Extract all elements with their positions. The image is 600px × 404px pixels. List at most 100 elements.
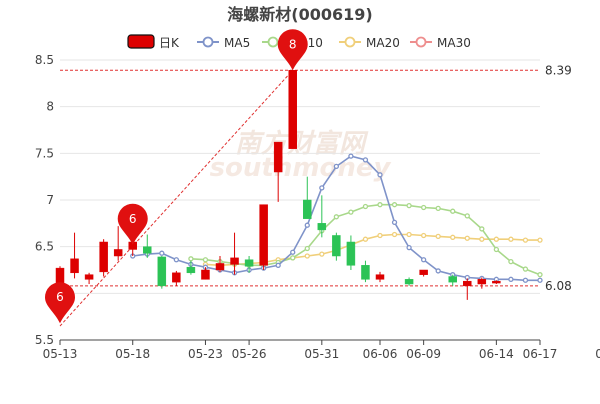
ma5-point xyxy=(304,222,310,228)
mid-marker-pin xyxy=(117,203,148,245)
y-tick-label: 8.5 xyxy=(35,53,54,67)
legend-label: MA20 xyxy=(366,36,400,50)
ma5-point xyxy=(159,250,165,256)
ma10-point xyxy=(188,256,194,262)
x-tick-label: 05-23 xyxy=(188,347,223,361)
candle-body xyxy=(201,269,210,280)
candle-body xyxy=(288,70,297,149)
ma20-point xyxy=(319,251,325,257)
x-tick-label: 05-18 xyxy=(115,347,150,361)
candle-body xyxy=(143,246,152,254)
ma5-point xyxy=(435,268,441,274)
candle-body xyxy=(346,241,356,266)
candle-body xyxy=(244,259,254,267)
ma5-point xyxy=(275,262,281,268)
x-tick-label: 06-17 xyxy=(523,347,558,361)
candle-body xyxy=(259,204,268,266)
candle-body xyxy=(448,276,457,283)
ma20-point xyxy=(391,231,398,238)
ma10-point xyxy=(522,266,529,272)
ma5-point xyxy=(508,276,514,282)
legend-marker-icon xyxy=(344,36,356,48)
ma20-point xyxy=(464,235,470,241)
y-tick-label: 8 xyxy=(46,100,54,114)
watermark-logo-sub: southmoney xyxy=(210,153,392,183)
ma10-point xyxy=(420,204,427,211)
ma10-point xyxy=(304,245,310,252)
ma10-point xyxy=(362,203,369,210)
candle-body xyxy=(404,279,414,285)
ma5-point xyxy=(362,157,369,163)
legend-label: 日K xyxy=(159,36,180,50)
ma10-point xyxy=(508,258,514,265)
candle-body xyxy=(172,272,181,283)
ma10-point xyxy=(333,214,340,220)
ma20-point xyxy=(479,236,485,242)
candle-body xyxy=(215,263,225,271)
ma5-point xyxy=(522,277,529,283)
mid-marker-label: 6 xyxy=(129,212,137,226)
candle-body xyxy=(157,256,167,287)
ma5-point xyxy=(377,172,383,178)
x-tick-label: 05-13 xyxy=(43,347,78,361)
candle-body xyxy=(317,223,327,231)
ma5-point xyxy=(333,163,340,170)
min-marker-label: 6 xyxy=(56,290,64,304)
ma10-point xyxy=(406,202,412,209)
trend-guide-line xyxy=(59,69,294,327)
x-tick-label: 06-22 xyxy=(595,347,600,361)
candle-body xyxy=(332,235,341,257)
candle-body xyxy=(303,199,312,219)
ma20-point xyxy=(304,253,310,259)
reference-line-label: 6.08 xyxy=(545,279,572,293)
x-tick-label: 06-09 xyxy=(406,347,441,361)
legend-marker-icon xyxy=(202,36,214,48)
y-tick-label: 6.5 xyxy=(35,240,54,254)
ma10-point xyxy=(493,246,500,253)
ma10-point xyxy=(537,272,543,278)
ma5-point xyxy=(319,185,325,191)
ma20-point xyxy=(537,237,543,243)
ma20-point xyxy=(522,237,529,243)
candle-body xyxy=(492,280,501,284)
ma10-point xyxy=(348,209,354,215)
legend-label: MA30 xyxy=(437,36,471,50)
candle-body xyxy=(230,257,239,265)
ma20-point xyxy=(362,236,369,242)
ma5-point xyxy=(420,257,427,263)
ma10-point xyxy=(290,255,296,261)
ma10-point xyxy=(435,205,441,212)
chart-title: 海螺新材(000619) xyxy=(227,5,372,24)
x-tick-label: 05-31 xyxy=(304,347,339,361)
y-tick-label: 7.5 xyxy=(35,146,54,160)
ma5-point xyxy=(537,277,543,283)
x-tick-label: 06-06 xyxy=(363,347,398,361)
candle-body xyxy=(375,274,385,280)
candle-body xyxy=(84,274,94,280)
ma10-point xyxy=(464,213,470,219)
ma20-point xyxy=(508,236,514,242)
candle-body xyxy=(99,241,108,273)
legend-label: MA5 xyxy=(224,36,250,50)
min-marker-pin xyxy=(45,282,75,324)
x-tick-label: 05-26 xyxy=(232,347,267,361)
candle-body xyxy=(419,269,428,275)
candle-body xyxy=(477,279,487,285)
ma10-point xyxy=(450,208,456,214)
candle-body xyxy=(273,141,283,173)
candle-body xyxy=(361,265,370,280)
candle-body xyxy=(113,249,123,257)
y-tick-label: 7 xyxy=(46,193,54,207)
ma20-point xyxy=(406,231,412,238)
ma10-point xyxy=(377,202,383,208)
ma5-point xyxy=(173,257,180,263)
candle-body xyxy=(70,258,79,274)
ma10-point xyxy=(391,202,398,208)
candle-body xyxy=(186,266,196,274)
ma20-point xyxy=(450,234,456,240)
ma5-point xyxy=(391,219,398,226)
ma20-point xyxy=(377,232,383,239)
ma10-point xyxy=(202,257,209,263)
